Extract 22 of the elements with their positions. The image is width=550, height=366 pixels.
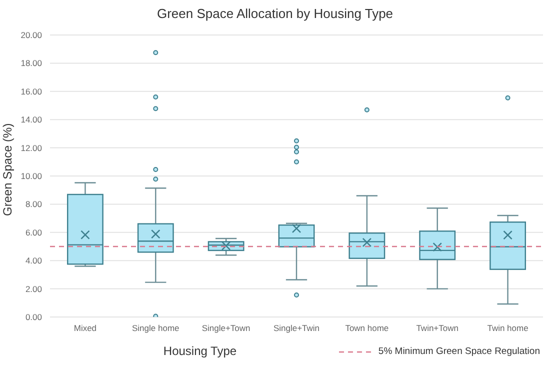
legend-label: 5% Minimum Green Space Regulation xyxy=(377,346,540,357)
y-tick-label: 2.00 xyxy=(25,284,42,294)
x-axis-title: Housing Type xyxy=(163,344,237,358)
y-tick-label: 18.00 xyxy=(20,58,42,68)
x-tick-label: Mixed xyxy=(74,323,97,334)
y-tick-label: 20.00 xyxy=(20,30,42,40)
x-tick-label: Single+Town xyxy=(202,323,251,334)
y-tick-label: 14.00 xyxy=(20,114,42,125)
x-tick-label: Single home xyxy=(132,323,180,334)
chart-title: Green Space Allocation by Housing Type xyxy=(156,6,394,21)
x-tick-label: Town home xyxy=(345,323,389,334)
y-tick-label: 8.00 xyxy=(25,199,42,210)
y-tick-label: 4.00 xyxy=(25,256,42,266)
y-axis-title: Green Space (%) xyxy=(0,123,14,216)
y-tick-label: 16.00 xyxy=(20,86,42,96)
x-tick-label: Twin home xyxy=(487,323,529,334)
y-tick-label: 6.00 xyxy=(25,227,42,238)
y-tick-label: 0.00 xyxy=(25,312,42,322)
y-tick-label: 10.00 xyxy=(20,171,42,182)
y-tick-label: 12.00 xyxy=(20,142,42,153)
x-tick-label: Single+Twin xyxy=(273,323,320,334)
x-tick-label: Twin+Town xyxy=(416,323,459,334)
